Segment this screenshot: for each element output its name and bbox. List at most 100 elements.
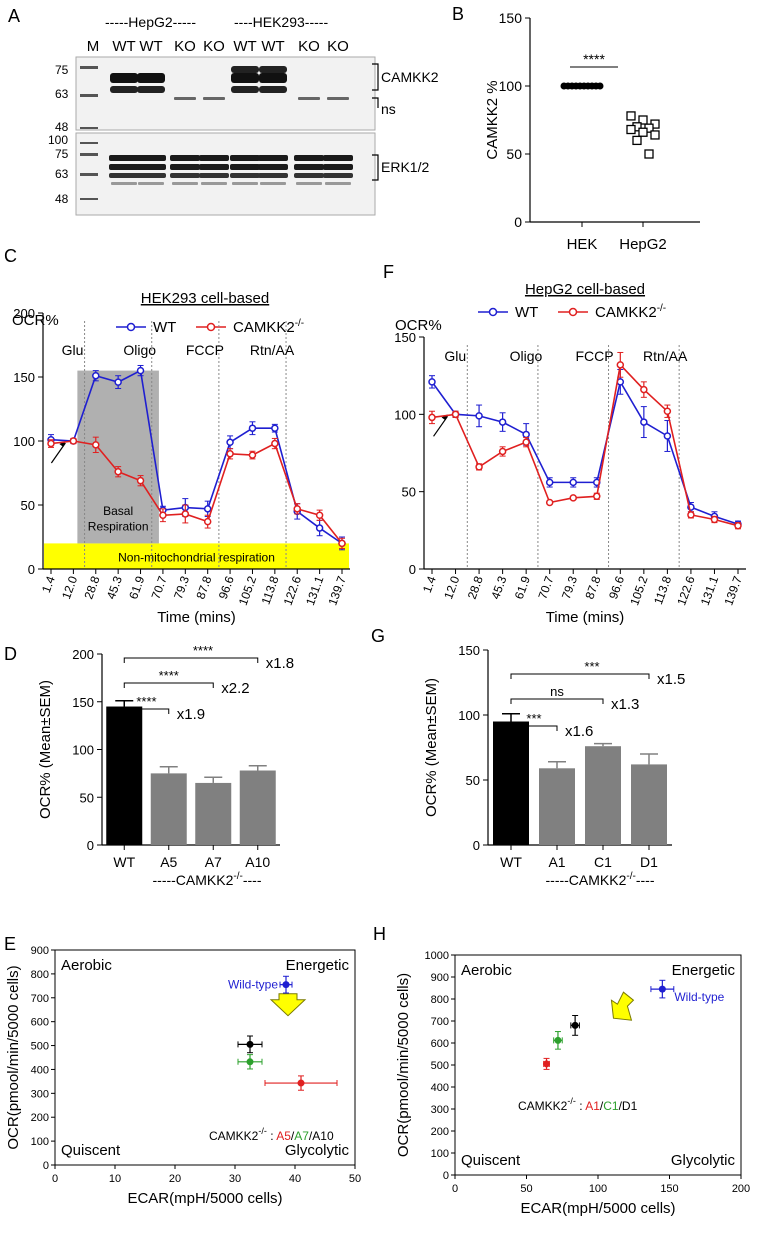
legend-ko-label: CAMKK2-/- xyxy=(595,303,666,321)
data-point xyxy=(475,463,483,471)
legend-wt-marker xyxy=(126,322,136,332)
y-tick-label: 100 xyxy=(431,1148,449,1160)
y-tick-label: 0 xyxy=(409,562,416,577)
data-point xyxy=(522,430,530,439)
erk1-band xyxy=(258,155,288,161)
camkk2-band xyxy=(110,86,138,93)
bar-a1 xyxy=(539,768,575,845)
y-tick-label: 150 xyxy=(458,643,480,658)
y-tick-label: 700 xyxy=(431,1016,449,1028)
data-point xyxy=(92,371,100,380)
blot-bands xyxy=(80,66,353,200)
injection-label: Oligo xyxy=(510,348,543,364)
basal-label-2: Respiration xyxy=(88,520,149,534)
x-tick-label: 96.6 xyxy=(216,574,237,601)
marker-63-bottom: 63 xyxy=(55,167,69,181)
comparison-stars: *** xyxy=(584,659,599,674)
hepg2-point xyxy=(632,135,642,146)
x-tick-label: 139.7 xyxy=(721,574,745,607)
erk1-band xyxy=(170,155,200,161)
erk1-band xyxy=(109,155,139,161)
panel-letter-g: G xyxy=(371,626,385,646)
y-tick-label: 50 xyxy=(506,146,522,162)
y-tick-label: 100 xyxy=(499,78,523,94)
ladder-band xyxy=(80,127,98,129)
comparison-bracket xyxy=(510,725,558,731)
ns-band xyxy=(174,97,196,100)
quadrant-energetic: Energetic xyxy=(286,957,350,974)
y-tick-label: 500 xyxy=(31,1041,49,1053)
bar-c1 xyxy=(585,746,621,845)
data-point xyxy=(710,515,719,524)
x-tick-label: 79.3 xyxy=(559,574,580,601)
x-tick-label: 70.7 xyxy=(149,574,170,601)
y-axis-label: CAMKK2 % xyxy=(484,80,501,159)
x-tick-label: 113.8 xyxy=(259,574,282,606)
ns-bracket xyxy=(372,97,379,108)
comparison-bracket xyxy=(510,698,604,704)
y-tick-label: 800 xyxy=(431,994,449,1006)
erk-band xyxy=(258,173,288,178)
y-tick-label: 150 xyxy=(72,695,94,710)
hepg2-point xyxy=(638,127,648,137)
x-tick-label: 12.0 xyxy=(441,574,462,601)
data-point xyxy=(293,505,301,513)
panel-letter-e: E xyxy=(4,934,16,954)
x-tick-label: 30 xyxy=(229,1173,241,1185)
x-tick-label: 96.6 xyxy=(606,574,627,601)
lane-label: KO xyxy=(298,38,320,55)
hepg2-point xyxy=(626,111,636,121)
ladder-band xyxy=(80,66,98,69)
x-tick-label: WT xyxy=(113,854,135,870)
erk2-band xyxy=(170,164,200,170)
y-tick-label: 50 xyxy=(466,773,480,788)
camkk2-band xyxy=(231,73,259,83)
erk-band xyxy=(323,173,353,178)
basal-label-1: Basal xyxy=(103,504,133,518)
comparison-stars: **** xyxy=(159,668,179,683)
significance-stars: **** xyxy=(583,51,605,67)
camkk2-band xyxy=(137,86,165,93)
data-point xyxy=(203,517,212,526)
erk1-band xyxy=(230,155,260,161)
non-mito-label: Non-mitochondrial respiration xyxy=(118,550,275,564)
y-tick-label: 700 xyxy=(31,993,49,1005)
x-tick-label: A5 xyxy=(160,854,177,870)
y-tick-label: 500 xyxy=(431,1060,449,1072)
injection-label: FCCP xyxy=(186,342,224,358)
y-tick-label: 900 xyxy=(431,972,449,984)
x-tick-label: HEK xyxy=(567,236,598,253)
x-tick-label: A7 xyxy=(205,854,222,870)
legend-ko-marker xyxy=(568,307,578,317)
bar-wt xyxy=(106,706,143,845)
x-tick-label: 61.9 xyxy=(512,574,533,601)
data-point xyxy=(616,361,625,369)
erk2-band xyxy=(199,164,229,170)
data-point xyxy=(271,439,279,448)
lane-label: KO xyxy=(327,38,349,55)
data-point xyxy=(663,407,672,415)
y-tick-label: 200 xyxy=(13,306,35,321)
erk-band xyxy=(230,173,260,178)
ladder-band xyxy=(80,153,98,156)
panel-letter-a: A xyxy=(8,6,20,26)
erk-band xyxy=(170,173,200,178)
data-point xyxy=(114,378,122,386)
data-point xyxy=(640,385,648,394)
point-wild-type xyxy=(658,985,666,993)
marker-63-top: 63 xyxy=(55,87,69,101)
series-line-ko xyxy=(431,363,739,527)
hek-point xyxy=(596,82,604,90)
y-tick-label: 0 xyxy=(87,838,94,853)
y-axis-label: OCR% (Mean±SEM) xyxy=(423,678,440,817)
data-point xyxy=(593,492,601,501)
lane-label: WT xyxy=(261,38,284,55)
erk1-band xyxy=(323,155,353,161)
erk1-band xyxy=(199,155,229,161)
camkk2-band xyxy=(231,86,259,93)
lane-label: WT xyxy=(233,38,256,55)
x-tick-label: 50 xyxy=(349,1173,361,1185)
plot-frame xyxy=(54,949,356,1166)
data-point xyxy=(315,524,324,532)
fold-change: x2.2 xyxy=(221,680,249,697)
